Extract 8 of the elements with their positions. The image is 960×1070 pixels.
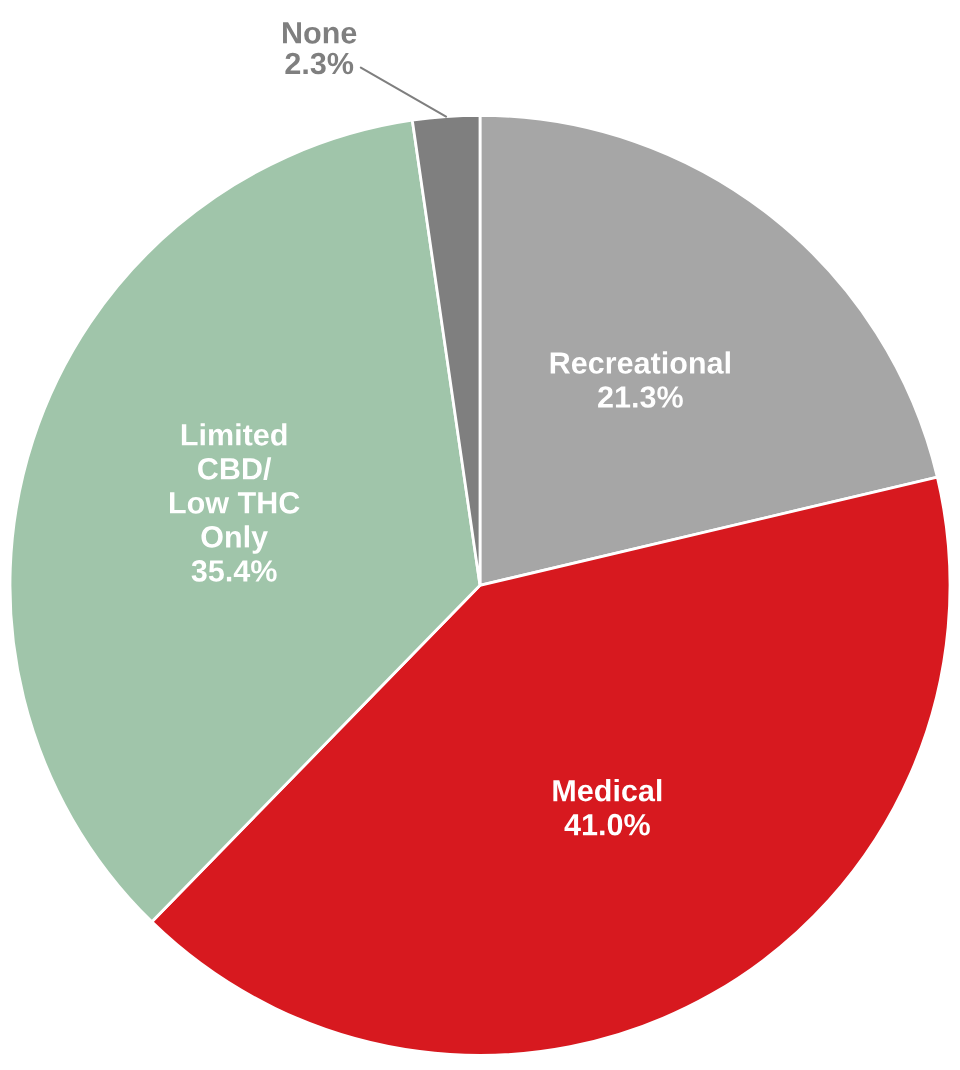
data-label: 35.4% [191,560,277,582]
data-label: 41.0% [564,813,650,836]
data-label: 21.3% [598,386,683,408]
slice-label: None [283,22,357,44]
slice-label: Recreational [550,351,730,374]
slice-label: Medical [553,779,662,802]
slice-label: Limited CBD/ Low THC Only [170,423,300,554]
data-label: 2.3% [285,52,354,75]
